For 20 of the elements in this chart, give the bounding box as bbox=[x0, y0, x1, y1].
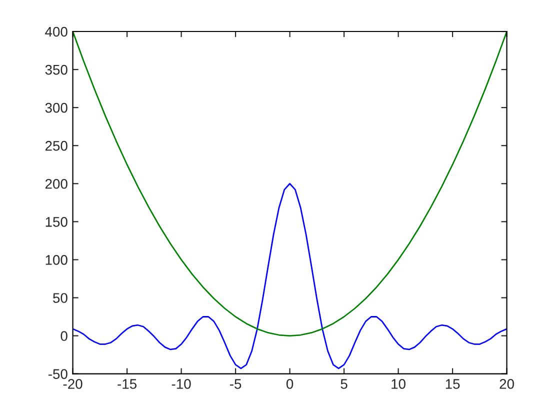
x-tick-label: 20 bbox=[500, 379, 514, 389]
x-tick-label: 0 bbox=[286, 379, 294, 389]
x-tick-label: 10 bbox=[392, 379, 406, 389]
y-tick-label: 400 bbox=[45, 26, 68, 37]
y-tick-label: 100 bbox=[46, 255, 68, 265]
line-series bbox=[72, 182, 507, 370]
y-tick-label: 50 bbox=[53, 293, 68, 303]
y-tick-label: 200 bbox=[45, 178, 68, 189]
x-tick-label: -20 bbox=[63, 379, 82, 389]
x-tick-label: -10 bbox=[172, 379, 191, 389]
x-tick-label: 15 bbox=[446, 379, 460, 389]
y-tick-label: -50 bbox=[48, 369, 68, 379]
y-tick-label: 250 bbox=[45, 140, 68, 151]
x-tick-label: 5 bbox=[340, 379, 348, 389]
x-tick-label: -15 bbox=[118, 379, 137, 389]
y-tick-label: 300 bbox=[45, 102, 68, 113]
y-tick-label: 350 bbox=[45, 64, 68, 75]
x-tick-label: -5 bbox=[230, 379, 242, 389]
y-tick-label: 150 bbox=[46, 217, 68, 227]
y-tick-label: 0 bbox=[60, 331, 68, 341]
